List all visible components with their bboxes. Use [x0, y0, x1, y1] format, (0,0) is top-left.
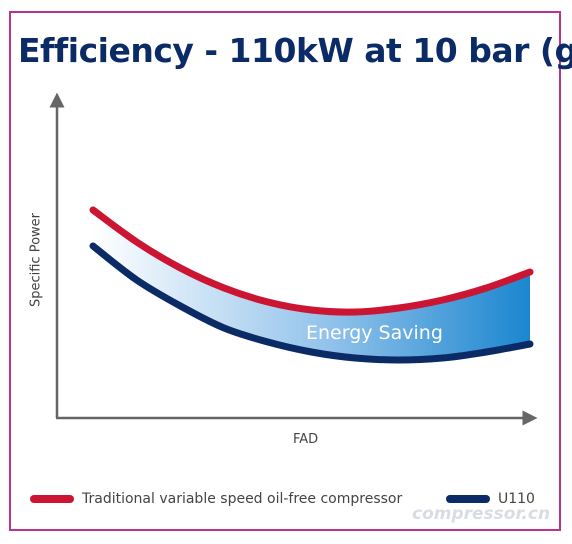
legend-label-traditional: Traditional variable speed oil-free comp…	[82, 491, 403, 507]
legend-swatch-traditional	[30, 495, 74, 503]
legend-item-traditional: Traditional variable speed oil-free comp…	[30, 489, 402, 509]
series-line-u110	[89, 242, 534, 364]
y-axis-label: Specific Power	[28, 212, 44, 308]
energy-saving-label: Energy Saving	[306, 322, 443, 344]
legend-label-u110: U110	[498, 491, 535, 507]
energy-saving-area	[93, 210, 530, 360]
legend-item-u110: U110	[446, 489, 535, 509]
chart-frame	[9, 11, 561, 531]
series-line-traditional	[89, 206, 534, 316]
chart-title: Efficiency - 110kW at 10 bar (g)	[18, 31, 572, 70]
x-axis-label: FAD	[293, 432, 319, 447]
legend-swatch-u110	[446, 495, 490, 503]
watermark-logo: compressor.cn	[412, 504, 551, 524]
